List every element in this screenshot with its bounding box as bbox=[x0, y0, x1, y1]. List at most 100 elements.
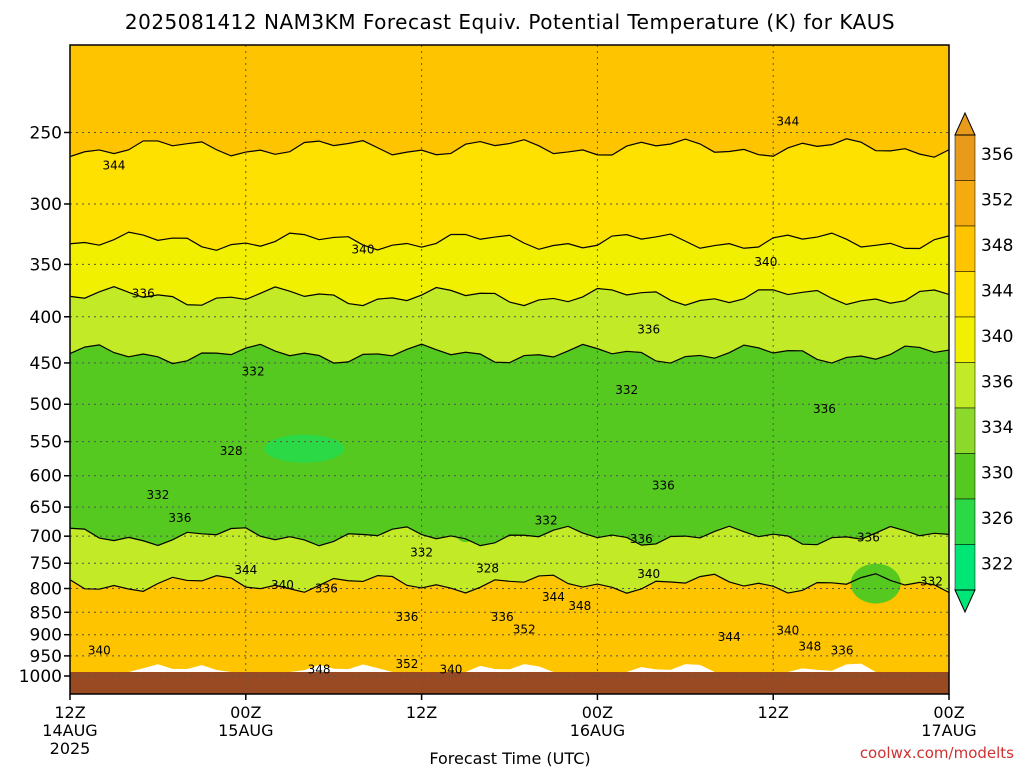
contour-label: 340 bbox=[754, 255, 777, 269]
contour-label: 344 bbox=[718, 630, 741, 644]
colorbar-band bbox=[954, 453, 976, 500]
colorbar-label: 334 bbox=[981, 418, 1013, 438]
colorbar-band bbox=[954, 225, 976, 272]
y-axis-pressure: 250 300 350 400 450 500 550 600 650 700 750 800 850 9… bbox=[19, 123, 70, 687]
contour-label: 336 bbox=[630, 532, 653, 546]
contour-label: 340 bbox=[271, 578, 294, 592]
x-tick-label: 12Z bbox=[54, 703, 85, 722]
x-tick-label: 00Z bbox=[582, 703, 613, 722]
contour-label: 340 bbox=[637, 567, 660, 581]
colorbar-label: 340 bbox=[981, 327, 1013, 347]
y-tick-label: 800 bbox=[30, 580, 62, 600]
colorbar-band bbox=[954, 134, 976, 181]
contour-label: 348 bbox=[308, 662, 331, 676]
colorbar-band bbox=[954, 544, 976, 591]
x-tick-label: 14AUG bbox=[42, 721, 97, 740]
contour-label: 336 bbox=[813, 402, 836, 416]
x-tick-label: 12Z bbox=[406, 703, 437, 722]
y-tick-label: 850 bbox=[30, 603, 62, 623]
x-tick-label: 2025 bbox=[50, 739, 91, 758]
contour-label: 340 bbox=[776, 623, 799, 637]
contour-label: 332 bbox=[535, 514, 558, 528]
x-tick-label: 12Z bbox=[758, 703, 789, 722]
contour-label: 336 bbox=[168, 511, 191, 525]
contour-label: 336 bbox=[395, 610, 418, 624]
contour-label: 332 bbox=[242, 365, 265, 379]
colorbar-band bbox=[954, 180, 976, 227]
colorbar-label: 330 bbox=[981, 463, 1013, 483]
contour-label: 336 bbox=[132, 287, 155, 301]
contour-label: 340 bbox=[352, 243, 375, 257]
colorbar-extend-top bbox=[954, 111, 976, 136]
chart-title: 2025081412 NAM3KM Forecast Equiv. Potent… bbox=[125, 10, 895, 34]
y-tick-label: 400 bbox=[30, 308, 62, 328]
contour-label: 344 bbox=[102, 159, 125, 173]
field-band bbox=[70, 526, 949, 594]
y-tick-label: 300 bbox=[30, 195, 62, 215]
x-tick-label: 00Z bbox=[230, 703, 261, 722]
x-tick-label: 00Z bbox=[933, 703, 964, 722]
y-tick-label: 550 bbox=[30, 433, 62, 453]
y-tick-label: 350 bbox=[30, 255, 62, 275]
y-tick-label: 250 bbox=[30, 123, 62, 143]
field-band bbox=[70, 138, 949, 251]
contour-label: 336 bbox=[637, 322, 660, 336]
contour-label: 348 bbox=[568, 599, 591, 613]
field-patch bbox=[264, 434, 345, 463]
y-tick-label: 600 bbox=[30, 467, 62, 487]
contour-label: 352 bbox=[513, 622, 536, 636]
colorbar: 356 352 348 344 340 336 334 330 326 322 bbox=[954, 111, 1013, 614]
contour-line bbox=[69, 573, 950, 594]
ground-layer bbox=[70, 672, 949, 694]
y-tick-label: 700 bbox=[30, 527, 62, 547]
colorbar-band bbox=[954, 271, 976, 318]
y-tick-label: 950 bbox=[30, 647, 62, 667]
contour-lines bbox=[69, 138, 950, 594]
colorbar-label: 348 bbox=[981, 236, 1013, 256]
shaded-field bbox=[70, 45, 949, 672]
contour-label: 328 bbox=[220, 444, 243, 458]
contour-label: 352 bbox=[395, 657, 418, 671]
field-band bbox=[70, 286, 949, 364]
contour-line bbox=[69, 231, 950, 251]
contour-label: 328 bbox=[476, 561, 499, 575]
field-patch bbox=[850, 563, 901, 604]
y-tick-label: 650 bbox=[30, 498, 62, 518]
field-band bbox=[70, 573, 949, 672]
contour-label: 332 bbox=[146, 488, 169, 502]
y-tick-label: 500 bbox=[30, 395, 62, 415]
colorbar-label: 336 bbox=[981, 372, 1013, 392]
x-tick-label: 16AUG bbox=[570, 721, 625, 740]
x-tick-label: 17AUG bbox=[921, 721, 976, 740]
contour-label: 336 bbox=[831, 643, 854, 657]
contour-line bbox=[69, 343, 950, 365]
x-axis-label: Forecast Time (UTC) bbox=[429, 749, 590, 768]
y-tick-label: 450 bbox=[30, 354, 62, 374]
contour-label: 332 bbox=[920, 575, 943, 589]
colorbar-label: 356 bbox=[981, 145, 1013, 165]
contour-label: 344 bbox=[776, 114, 799, 128]
plot-frame bbox=[69, 44, 950, 695]
contour-label: 344 bbox=[542, 590, 565, 604]
field-band bbox=[70, 45, 949, 158]
x-tick-label: 15AUG bbox=[218, 721, 273, 740]
contour-line bbox=[69, 138, 950, 158]
field-band bbox=[70, 344, 949, 546]
colorbar-extend-bottom bbox=[954, 589, 976, 614]
y-tick-label: 750 bbox=[30, 554, 62, 574]
contour-label: 336 bbox=[491, 610, 514, 624]
contour-label: 336 bbox=[315, 582, 338, 596]
contour-label: 344 bbox=[234, 563, 257, 577]
contour-label: 340 bbox=[439, 662, 462, 676]
y-tick-label: 900 bbox=[30, 626, 62, 646]
contour-label: 340 bbox=[88, 643, 111, 657]
ground-band bbox=[70, 672, 949, 694]
field-patch bbox=[447, 472, 484, 543]
colorbar-band bbox=[954, 316, 976, 363]
contour-label: 332 bbox=[615, 383, 638, 397]
credit-text: coolwx.com/modelts bbox=[860, 744, 1014, 762]
contour-label: 348 bbox=[798, 640, 821, 654]
colorbar-label: 322 bbox=[981, 554, 1013, 574]
